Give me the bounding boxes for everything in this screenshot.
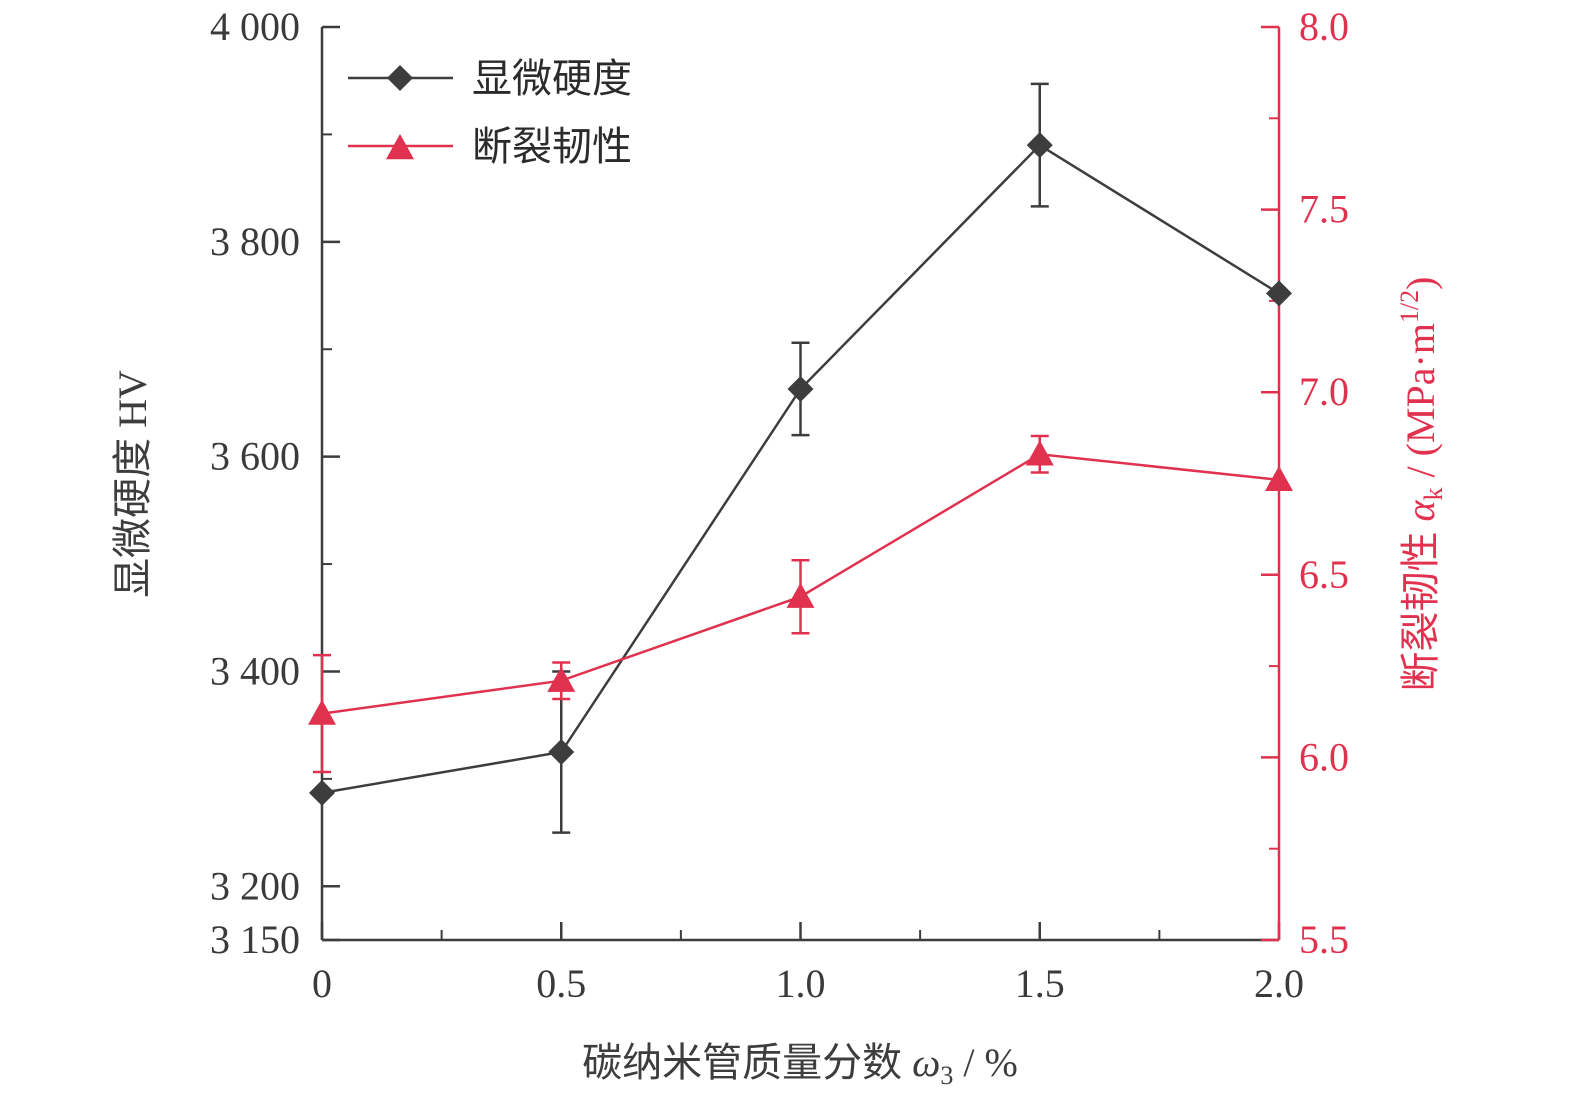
data-point-toughness (1265, 465, 1293, 492)
data-point-hardness (548, 739, 575, 766)
right-axis-tick-label: 6.0 (1299, 734, 1349, 779)
x-axis-tick-label: 0.5 (536, 961, 586, 1006)
left-axis-tick-label: 4 000 (210, 4, 300, 49)
left-axis-tick-label: 3 600 (210, 434, 300, 479)
right-axis-tick-label: 8.0 (1299, 4, 1349, 49)
axes: 3 150 3 200 3 400 3 600 3 800 4 000 0 0.5 1.0 1.5… (210, 4, 1349, 1006)
x-axis-tick-label: 1.0 (776, 961, 826, 1006)
data-point-hardness (787, 375, 814, 402)
series-lines (321, 143, 1280, 795)
data-point-toughness (1025, 440, 1054, 466)
axis-titles: 显微硬度 HV 碳纳米管质量分数 ω3 / % 断裂韧性 αk / (MPa·m1/… (110, 277, 1448, 1091)
left-axis-tick-label: 3 400 (210, 648, 300, 693)
left-axis-tick-label: 3 800 (210, 219, 300, 264)
x-axis-tick-label: 1.5 (1015, 961, 1065, 1006)
left-axis-tick-label: 3 200 (210, 863, 300, 908)
legend-marker-hardness (387, 65, 413, 91)
right-axis-tick-label: 5.5 (1299, 917, 1349, 962)
x-axis-title: 碳纳米管质量分数 ω3 / % (582, 1040, 1018, 1090)
series-line-hardness (321, 143, 1280, 795)
error-bars (313, 82, 1049, 834)
legend-label-toughness: 断裂韧性 (472, 124, 632, 169)
x-axis-tick-label: 2.0 (1254, 961, 1304, 1006)
data-point-toughness (786, 582, 815, 608)
right-axis-tick-label: 6.5 (1299, 552, 1349, 597)
x-axis-tick-label: 0 (312, 961, 332, 1006)
y-axis-right-title: 断裂韧性 αk / (MPa·m1/2) (1395, 277, 1448, 692)
series-markers (308, 132, 1293, 806)
data-point-hardness (1026, 132, 1053, 159)
legend-label-hardness: 显微硬度 (472, 56, 632, 101)
data-point-toughness (547, 666, 576, 692)
right-axis-tick-label: 7.0 (1299, 369, 1349, 414)
left-axis-tick-label: 3 150 (210, 917, 300, 962)
right-axis-tick-label: 7.5 (1299, 187, 1349, 232)
y-axis-left-title: 显微硬度 HV (110, 370, 155, 598)
data-point-toughness (308, 699, 336, 725)
data-point-hardness (309, 779, 335, 806)
legend-marker-toughness (386, 134, 414, 160)
data-point-hardness (1266, 280, 1292, 307)
